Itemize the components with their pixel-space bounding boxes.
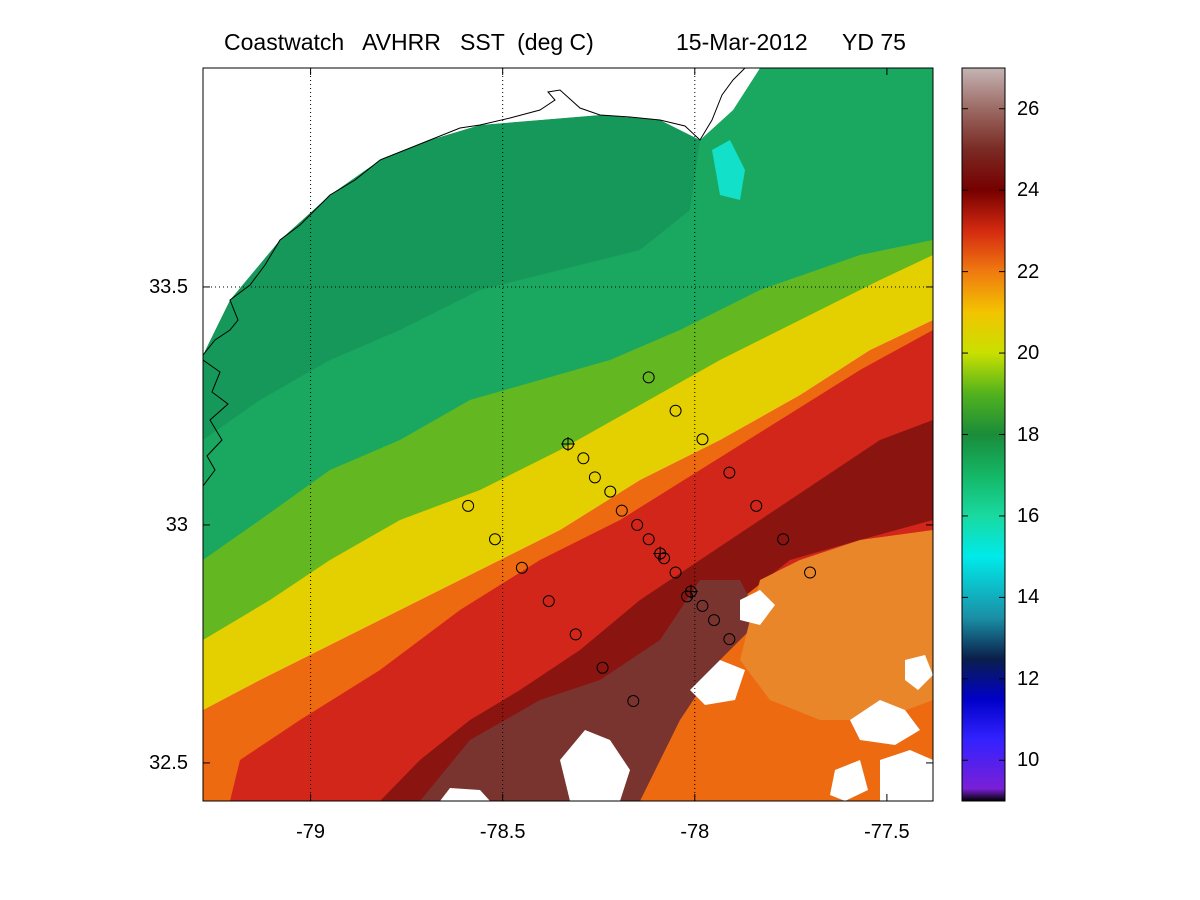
station-circle [569,628,582,641]
colorbar-tick-label: 26 [1017,97,1040,120]
y-tick-label: 33.5 [149,275,188,298]
title-product: Coastwatch AVHRR SST (deg C) [224,29,594,55]
station-circle [750,499,763,512]
map-frame [202,67,934,802]
station-circle [462,499,475,512]
cloud-patch-3 [740,590,775,625]
title-date: 15-Mar-2012 [676,29,808,55]
station-circle [669,566,682,579]
station-circle [615,504,628,517]
x-tick-label: -78 [680,821,710,843]
sst-field-warm-brown [420,580,760,801]
x-tick-label: -78.5 [479,821,526,843]
sst-field-coastal-band [203,115,700,480]
station-circle [577,452,590,465]
station-circle [604,485,617,498]
cloud-patch-8 [830,760,868,801]
y-tick-label: 32.5 [149,751,188,774]
station-circle [642,371,655,384]
station-circle [696,433,709,446]
colorbar-gradient [962,68,1005,801]
colorbar-tick-label: 24 [1017,179,1040,202]
colorbar-tick-label: 20 [1017,342,1040,365]
station-circle [723,633,736,646]
colorbar-tick-label: 18 [1017,423,1040,446]
sst-field-cyan-patch [712,140,745,200]
station-circle [627,695,640,708]
colorbar-tick-label: 10 [1017,749,1040,772]
station-markers [462,371,817,708]
sst-field-darkred [380,420,933,801]
station-circle [631,518,644,531]
sst-field-yellow [203,255,933,710]
station-circle [588,471,601,484]
cloud-patch-4 [690,660,745,705]
land-mass [203,68,760,355]
colorbar-tick-label: 22 [1017,260,1040,283]
sst-field-red [230,330,933,801]
title-yearday: YD 75 [842,29,906,55]
station-circle [542,595,555,608]
axis-ticks [203,68,933,801]
station-circle [723,466,736,479]
x-tick-label: -77.5 [864,821,910,843]
sst-map [203,68,933,801]
sst-field-east-orange [740,530,933,720]
station-circle [681,590,694,603]
cloud-patch-1 [440,788,490,801]
colorbar-tick-label: 14 [1017,586,1040,609]
colorbar-tick-label: 16 [1017,504,1040,527]
cloud-patch-5 [850,700,920,745]
station-circle [489,533,501,546]
cloud-patch-7 [905,655,933,690]
colorbar-ticks [962,108,1005,761]
station-circle [708,614,720,627]
station-circle [658,552,671,565]
y-tick-label: 33 [165,513,188,536]
station-circle [777,533,790,546]
station-circle [669,404,682,417]
coastline [203,68,746,356]
station-circle [515,561,528,574]
station-circle [596,661,609,674]
station-circle [804,566,817,579]
colorbar-tick-label: 12 [1017,667,1040,690]
cloud-patch-2 [560,730,630,801]
station-circle [696,599,709,612]
map-gridlines [203,68,933,801]
cloud-patch-6 [880,750,933,801]
station-circle [642,533,655,546]
x-tick-label: -79 [296,821,326,843]
inner-shoreline [203,359,229,487]
